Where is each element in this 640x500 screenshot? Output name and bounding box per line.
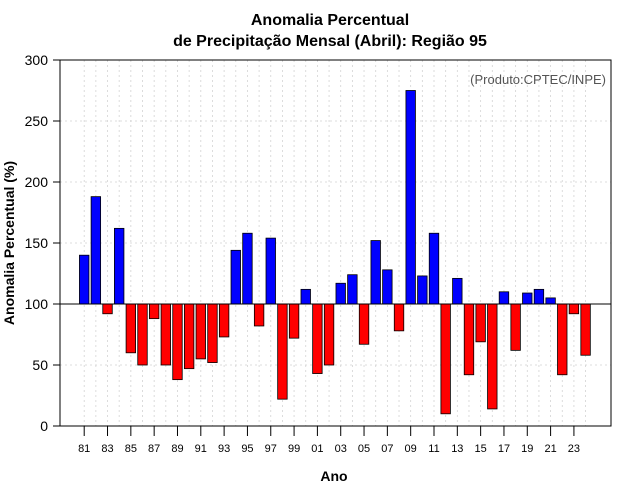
x-tick-label: 09 — [405, 443, 417, 455]
bar-07 — [382, 269, 393, 305]
x-axis: 81 83 85 87 89 91 93 95 97 99 01 03 05 07 09 11 13 15 17 19… — [78, 426, 580, 455]
bar-23 — [568, 303, 580, 315]
grid-lines — [60, 59, 611, 427]
y-tick-label: 250 — [25, 113, 49, 129]
bar-82 — [90, 196, 102, 305]
bar-96 — [253, 303, 265, 327]
x-tick-label: 15 — [475, 443, 487, 455]
bar-02 — [323, 303, 335, 366]
chart-title-line2: de Precipitação Mensal (Abril): Região 9… — [173, 33, 487, 50]
bar-05 — [358, 303, 370, 345]
x-tick-label: 83 — [101, 443, 113, 455]
bar-21 — [545, 297, 556, 305]
bar-97 — [265, 237, 276, 305]
x-tick-label: 13 — [451, 443, 463, 455]
bar-06 — [370, 240, 381, 305]
bar-91 — [195, 303, 206, 360]
bar-09 — [405, 90, 416, 305]
y-tick-label: 150 — [25, 235, 49, 251]
bar-24 — [580, 303, 591, 356]
y-tick-label: 200 — [25, 174, 49, 190]
bar-98 — [277, 303, 288, 400]
bar-81 — [79, 254, 90, 305]
bar-90 — [183, 303, 195, 370]
bar-85 — [125, 303, 136, 354]
x-tick-label: 01 — [311, 443, 323, 455]
x-tick-label: 23 — [568, 443, 580, 455]
bar-99 — [288, 303, 300, 339]
bar-87 — [149, 303, 160, 320]
y-tick-label: 50 — [32, 357, 48, 373]
x-tick-label: 99 — [288, 443, 300, 455]
bar-16 — [487, 303, 498, 410]
y-tick-label: 300 — [25, 52, 49, 68]
bars — [79, 90, 591, 415]
x-tick-label: 03 — [335, 443, 347, 455]
x-tick-label: 93 — [218, 443, 230, 455]
chart-title-line1: Anomalia Percentual — [251, 12, 409, 29]
bar-86 — [137, 303, 148, 366]
y-tick-label: 0 — [40, 418, 48, 434]
bar-08 — [393, 303, 405, 332]
source-annotation: (Produto:CPTEC/INPE) — [470, 72, 606, 87]
bar-88 — [160, 303, 171, 366]
bar-89 — [172, 303, 183, 381]
bar-04 — [347, 274, 358, 305]
bar-00 — [300, 288, 311, 305]
x-tick-label: 17 — [498, 443, 510, 455]
x-tick-label: 07 — [381, 443, 393, 455]
bar-01 — [312, 303, 323, 374]
bar-11 — [428, 232, 440, 305]
bar-22 — [557, 303, 568, 376]
x-tick-label: 05 — [358, 443, 370, 455]
x-tick-label: 81 — [78, 443, 90, 455]
bar-03 — [335, 282, 346, 305]
bar-84 — [114, 227, 125, 305]
bar-12 — [440, 303, 451, 415]
x-tick-label: 91 — [195, 443, 207, 455]
bar-20 — [533, 288, 545, 305]
x-tick-label: 95 — [241, 443, 253, 455]
x-tick-label: 11 — [428, 443, 439, 455]
bar-10 — [417, 275, 428, 305]
y-axis-title: Anomalia Percentual (%) — [1, 161, 17, 325]
bar-83 — [102, 303, 113, 315]
bar-95 — [242, 232, 253, 305]
x-tick-label: 85 — [125, 443, 137, 455]
x-tick-label: 87 — [148, 443, 160, 455]
bar-94 — [230, 249, 241, 305]
x-tick-label: 89 — [171, 443, 183, 455]
bar-15 — [475, 303, 486, 343]
x-tick-label: 21 — [544, 443, 556, 455]
y-axis: 0 50 100 150 200 250 300 — [25, 52, 60, 434]
y-tick-label: 100 — [25, 296, 49, 312]
x-tick-label: 97 — [265, 443, 277, 455]
bar-13 — [452, 277, 463, 305]
bar-17 — [498, 291, 510, 305]
x-axis-title: Ano — [320, 468, 347, 484]
bar-19 — [522, 292, 533, 305]
bar-93 — [218, 303, 230, 338]
bar-14 — [463, 303, 475, 376]
bar-18 — [510, 303, 521, 351]
x-tick-label: 19 — [521, 443, 533, 455]
bar-92 — [207, 303, 218, 363]
